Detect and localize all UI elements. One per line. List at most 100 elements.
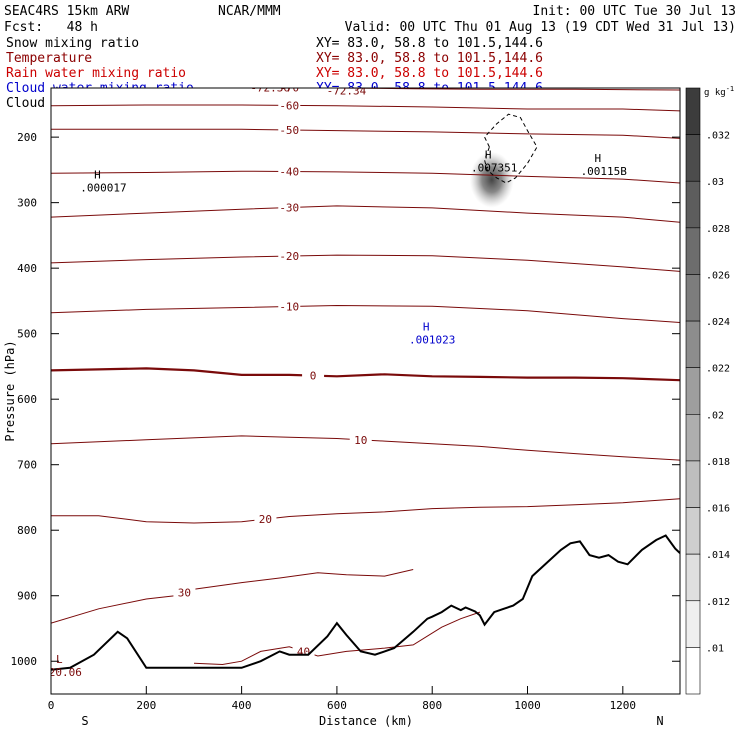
extremum-kind: H: [485, 149, 492, 162]
field-name: Snow mixing ratio: [6, 36, 139, 51]
isotherm-line: [51, 104, 680, 112]
colorbar-tick-label: .026: [706, 270, 730, 281]
x-tick-label: 1200: [610, 699, 637, 712]
extremum-kind: L: [56, 653, 63, 666]
snow-mixing-ratio-contour: [484, 113, 538, 184]
x-axis-right-end-label: N: [656, 714, 663, 728]
temperature-isotherms: -70 -60 -50 -40 -30 -20 -10 0 10 20 30 40: [51, 82, 680, 666]
field-xy-range: XY= 83.0, 58.8 to 101.5,144.6: [316, 66, 543, 81]
colorbar: g kg-1 .032 .03 .028 .026 .024 .022 .02 .018 .01…: [685, 85, 734, 695]
colorbar-tick-label: .018: [706, 457, 730, 468]
isotherm-label: 10: [354, 434, 367, 447]
isotherm-line: [51, 498, 680, 524]
colorbar-cell: [685, 414, 701, 462]
extremum-value: -72.34: [327, 85, 367, 98]
y-tick-label: 500: [17, 328, 37, 341]
colorbar-cell: [685, 87, 701, 135]
y-tick-label: 600: [17, 393, 37, 406]
isotherm-label: -20: [279, 250, 299, 263]
y-axis-title: Pressure (hPa): [3, 340, 17, 441]
isotherm-label-bg: [302, 369, 325, 381]
colorbar-tick-label: .014: [706, 550, 730, 561]
x-axis-title: Distance (km): [319, 714, 413, 728]
field-xy-range: XY= 83.0, 58.8 to 101.5,144.6: [316, 36, 543, 51]
colorbar-tick-label: .028: [706, 224, 730, 235]
y-tick-label: 1000: [11, 655, 38, 668]
extremum-value: .00115B: [581, 165, 628, 178]
colorbar-cell: [685, 320, 701, 368]
extremum-value: .001023: [409, 333, 455, 346]
isotherm-label: -10: [279, 300, 299, 313]
isotherm-label-bg: [278, 201, 301, 213]
colorbar-tick-label: .03: [706, 177, 724, 188]
init-time: Init: 00 UTC Tue 30 Jul 13: [533, 4, 737, 19]
cloud-ice-shading: [469, 151, 514, 208]
isotherm-line: [51, 205, 680, 223]
isotherm-line: [51, 435, 680, 461]
colorbar-cell: [685, 227, 701, 275]
isotherm-line: [51, 569, 414, 624]
colorbar-cell: [685, 507, 701, 555]
isotherm-line: [193, 611, 481, 666]
isotherm-label-bg: [173, 586, 196, 598]
colorbar-cell: [685, 367, 701, 415]
x-tick-label: 1000: [514, 699, 541, 712]
y-tick-label: 800: [17, 524, 37, 537]
colorbar-cell: [685, 134, 701, 182]
field-xy-range: XY= 83.0, 58.8 to 101.5,144.6: [316, 51, 543, 66]
x-tick-label: 200: [136, 699, 156, 712]
isotherm-label: -40: [279, 166, 299, 179]
isotherm-line: [51, 170, 680, 184]
colorbar-cell: [685, 553, 701, 602]
colorbar-tick-label: .02: [706, 410, 724, 421]
extremum-value: 20.06: [49, 666, 82, 679]
colorbar-cell: [685, 274, 701, 322]
colorbar-tick-label: .012: [706, 597, 730, 608]
extremum-value: .007351: [471, 162, 517, 175]
colorbar-tick-label: .01: [706, 643, 724, 654]
axes: 0 200 400 600 800 1000 1200 200 300 400 500 600 700 8…: [11, 131, 680, 712]
valid-time: Valid: 00 UTC Thu 01 Aug 13 (19 CDT Wed …: [345, 20, 736, 35]
y-tick-label: 400: [17, 262, 37, 275]
x-tick-label: 800: [422, 699, 442, 712]
isotherm-line: [51, 128, 680, 139]
colorbar-unit: g kg-1: [704, 85, 734, 98]
terrain-profile: [51, 534, 680, 671]
colorbar-tick-label: .024: [706, 317, 730, 328]
isotherm-label: 0: [310, 370, 317, 383]
x-tick-label: 400: [232, 699, 252, 712]
y-tick-label: 900: [17, 590, 37, 603]
isotherm-label: 20: [259, 513, 272, 526]
isotherm-label-bg: [278, 300, 301, 312]
isotherm-label: -30: [279, 202, 299, 215]
isotherm-label-bg: [278, 165, 301, 177]
colorbar-cell: [685, 180, 701, 229]
extremum-value: -72.36: [250, 81, 290, 94]
y-tick-label: 200: [17, 131, 37, 144]
colorbar-cell: [685, 647, 701, 695]
field-name: Rain water mixing ratio: [6, 66, 186, 81]
colorbar-tick-label: .032: [706, 131, 730, 142]
isotherm-line: [51, 254, 680, 272]
forecast-hour: Fcst: 48 h: [4, 20, 98, 35]
isotherm-label: -70: [279, 82, 299, 95]
x-tick-label: 600: [327, 699, 347, 712]
y-tick-label: 700: [17, 459, 37, 472]
colorbar-tick-label: .016: [706, 504, 730, 515]
isotherm-label-bg: [278, 250, 301, 262]
extrema-labels: H.000017H.007351H.00115BH.001023L20.06-7…: [49, 81, 628, 679]
isotherm-label-bg: [278, 123, 301, 135]
isotherm-line: [51, 367, 680, 382]
isotherm-line: [51, 304, 680, 323]
extremum-kind: H: [94, 168, 101, 181]
isotherm-label: -50: [279, 124, 299, 137]
plot-background: [51, 88, 680, 694]
isotherm-label-bg: [278, 99, 301, 111]
colorbar-cell: [685, 600, 701, 648]
model-title: SEAC4RS 15km ARW: [4, 4, 129, 19]
isotherm-label: 30: [178, 586, 191, 599]
extremum-kind: H: [594, 152, 601, 165]
y-tick-label: 300: [17, 197, 37, 210]
